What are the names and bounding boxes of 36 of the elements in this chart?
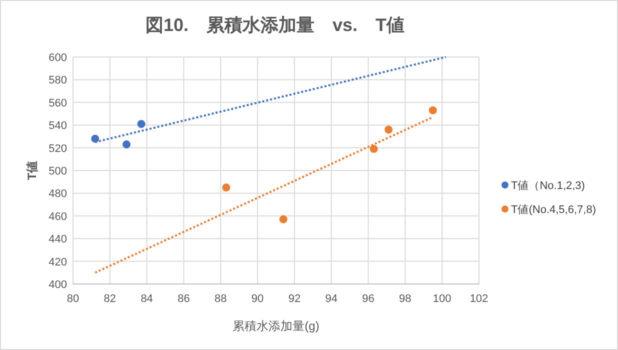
x-tick-label: 84	[140, 293, 153, 305]
y-tick-label: 440	[48, 234, 67, 246]
y-tick-label: 500	[48, 166, 67, 178]
x-tick-label: 90	[251, 293, 264, 305]
y-tick-label: 560	[48, 97, 67, 110]
point	[384, 126, 393, 134]
x-tick-label: 96	[362, 293, 374, 305]
y-tick-label: 580	[48, 74, 67, 87]
x-tick-label: 80	[66, 293, 80, 305]
y-tick-label: 420	[48, 256, 67, 268]
x-tick-label: 92	[288, 293, 301, 305]
x-tick-label: 100	[432, 293, 452, 305]
point	[91, 134, 100, 143]
point	[370, 144, 378, 153]
x-tick-label: 94	[325, 293, 338, 305]
point	[122, 140, 131, 148]
point	[428, 106, 437, 114]
y-tick-label: 600	[48, 52, 67, 64]
x-axis-title: 累積水添加量(g)	[232, 319, 320, 333]
chart-title: 図10. 累積水添加量 vs. T値	[145, 15, 405, 35]
x-tick-label: 102	[470, 293, 488, 305]
y-tick-label: 480	[48, 188, 67, 200]
y-tick-label: 520	[48, 142, 67, 155]
y-tick-label: 460	[48, 210, 67, 223]
x-tick-label: 82	[104, 293, 116, 305]
legend-label: T値（No.1,2,3)	[511, 180, 585, 192]
x-tick-label: 98	[399, 293, 412, 305]
y-axis-title: T値	[25, 160, 39, 180]
point	[137, 120, 146, 128]
y-tick-label: 540	[48, 120, 67, 132]
x-tick-label: 86	[178, 293, 190, 305]
x-tick-label: 88	[214, 293, 227, 305]
y-tick-label: 400	[48, 279, 67, 291]
point	[222, 184, 230, 192]
legend-label: T値(No.4,5,6,7,8)	[511, 204, 596, 216]
point	[279, 215, 288, 224]
